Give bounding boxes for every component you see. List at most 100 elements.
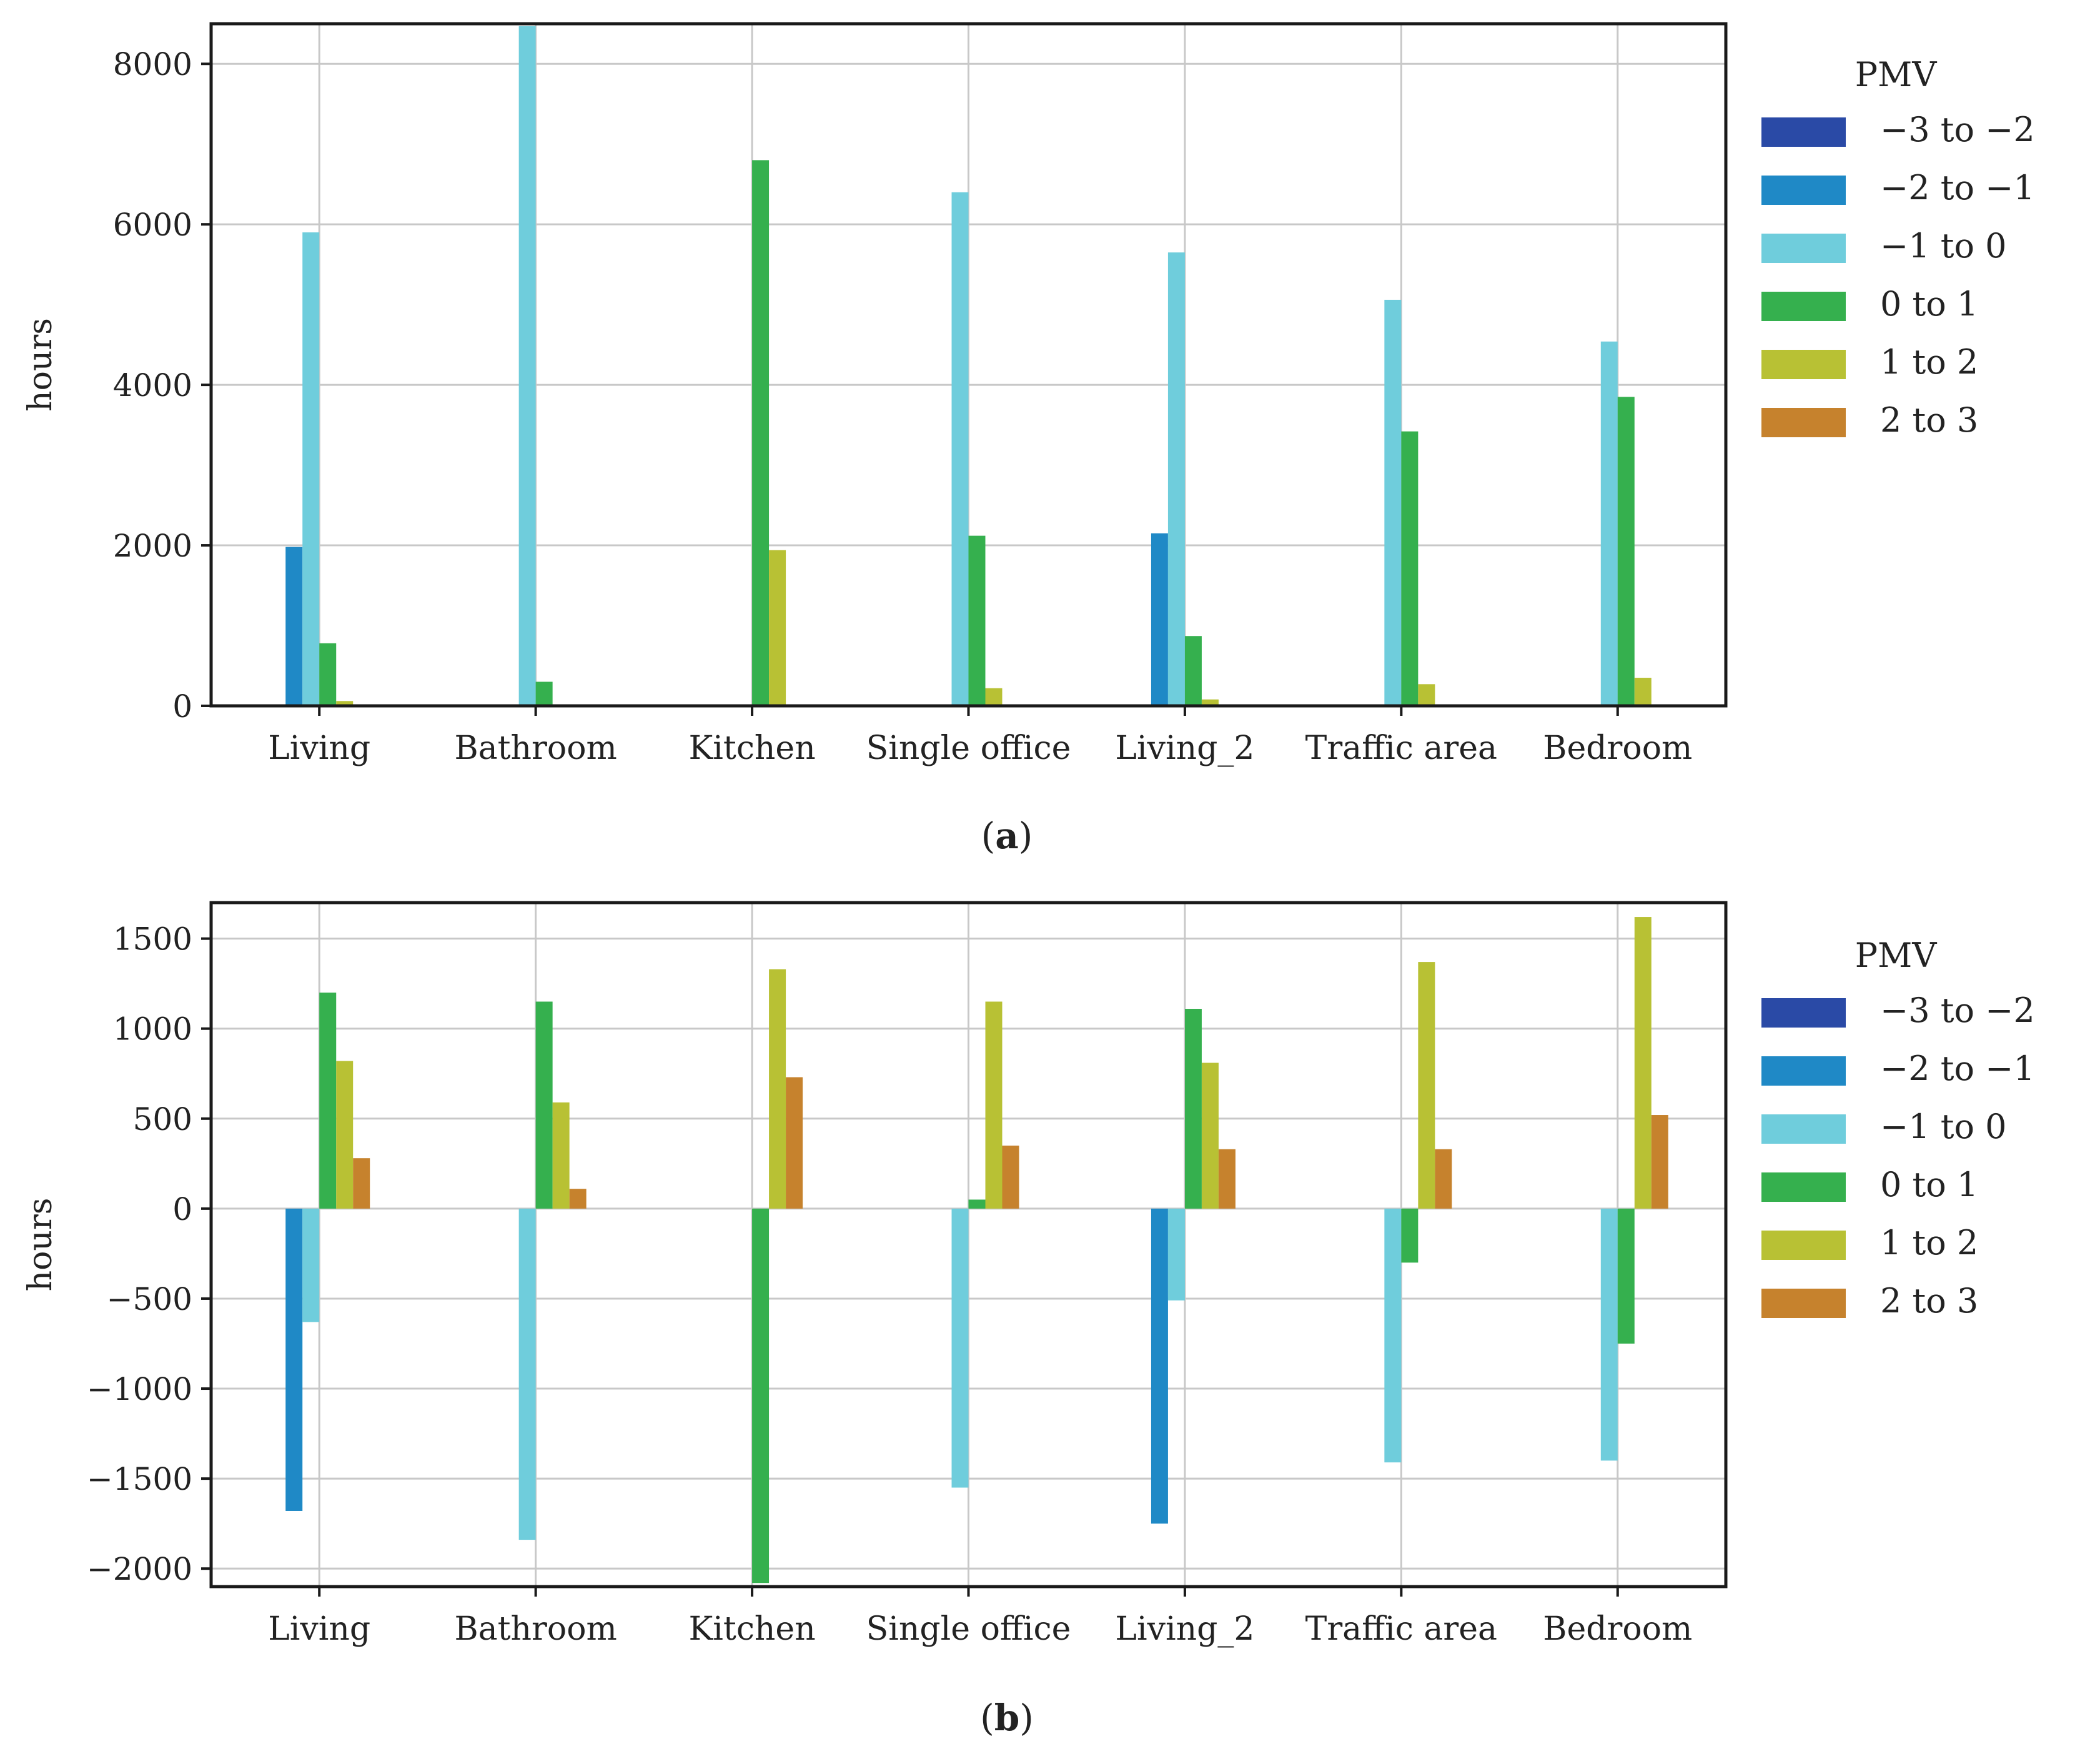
bar [1184, 636, 1202, 706]
bar [1634, 678, 1652, 706]
legend-swatch [1761, 1172, 1846, 1202]
bar [968, 1199, 986, 1209]
x-tick-label: Traffic area [1305, 730, 1497, 767]
x-tick-label: Living [268, 730, 370, 767]
legend-label: −1 to 0 [1880, 226, 2007, 265]
y-tick-label: 1500 [113, 921, 192, 958]
legend-swatch [1761, 292, 1846, 321]
y-tick-label: 2000 [113, 528, 192, 564]
bar [1384, 1208, 1402, 1463]
legend: PMV −3 to −2 −2 to −1 −1 to 0 0 to 1 1 to 2 2 … [1761, 936, 2035, 1321]
bar [1418, 962, 1435, 1209]
bar [1617, 1208, 1635, 1344]
y-tick-label: −1000 [87, 1371, 192, 1407]
bar [319, 993, 337, 1209]
bar [1401, 1208, 1419, 1263]
legend-swatch [1761, 176, 1846, 205]
chart-panel-a: 0 2000 4000 6000 8000 Living Bathroom Kitchen Si… [22, 22, 2035, 857]
bar [1435, 1149, 1452, 1209]
bar [319, 643, 337, 706]
y-tick-label: 0 [172, 1191, 192, 1227]
bar [302, 1208, 320, 1322]
bar [1151, 533, 1168, 706]
x-tick-label: Single office [866, 1610, 1071, 1648]
x-tick-label: Single office [866, 730, 1071, 767]
y-tick-label: −2000 [87, 1551, 192, 1587]
bar [1418, 684, 1435, 706]
y-tick-label: 6000 [113, 207, 192, 243]
panel-label-paren: ( [980, 1697, 994, 1739]
bar [985, 1001, 1003, 1209]
legend-swatch [1761, 1114, 1846, 1144]
legend-swatch [1761, 1289, 1846, 1318]
bar [769, 550, 786, 706]
bar [752, 1208, 770, 1583]
bar [951, 1208, 969, 1488]
panel-label-letter: a [995, 815, 1019, 857]
bar [518, 1208, 536, 1540]
y-tick-label: 1000 [113, 1011, 192, 1048]
legend-swatch [1761, 1231, 1846, 1260]
bar [518, 26, 536, 706]
bar [569, 1189, 587, 1209]
bar [535, 681, 553, 706]
panel-label-paren: ) [1019, 1697, 1034, 1739]
legend-title: PMV [1855, 936, 1938, 975]
legend-label: 1 to 2 [1880, 1223, 1978, 1262]
legend-swatch [1761, 998, 1846, 1028]
panel-label-paren: ) [1019, 815, 1033, 857]
legend-swatch [1761, 234, 1846, 263]
bar [1218, 1149, 1236, 1209]
bar [285, 1208, 303, 1511]
x-tick-label: Traffic area [1305, 1610, 1497, 1648]
x-tick-label: Living_2 [1115, 730, 1254, 767]
y-tick-label: −500 [107, 1281, 192, 1317]
bar [752, 160, 770, 706]
legend-label: −1 to 0 [1880, 1107, 2007, 1146]
y-tick-label: 8000 [113, 46, 192, 82]
bar [1384, 299, 1402, 706]
legend-label: 2 to 3 [1880, 1281, 1978, 1321]
bar [1600, 341, 1618, 706]
bar [285, 547, 303, 706]
legend-swatch [1761, 117, 1846, 147]
legend-swatch [1761, 408, 1846, 437]
bar [1201, 1063, 1219, 1209]
bar [769, 969, 786, 1209]
panel-label-letter: b [994, 1697, 1020, 1739]
bar [1617, 397, 1635, 706]
bar [1002, 1146, 1019, 1209]
y-tick-label: 0 [172, 688, 192, 725]
bar [535, 1001, 553, 1209]
x-tick-label: Bedroom [1543, 1610, 1692, 1648]
legend-label: −2 to −1 [1880, 1049, 2035, 1088]
legend-title: PMV [1855, 55, 1938, 94]
bar [1651, 1115, 1668, 1209]
legend-swatch [1761, 350, 1846, 379]
chart-panel-b: −2000 −1500 −1000 −500 0 500 1000 1500 Living Bat… [22, 901, 2035, 1739]
bar [1634, 917, 1652, 1209]
panel-label-paren: ( [981, 815, 996, 857]
bar [336, 701, 354, 706]
x-tick-label: Kitchen [688, 1610, 815, 1648]
bar [1600, 1208, 1618, 1461]
y-axis-label: hours [22, 1198, 59, 1292]
bar [552, 1102, 570, 1209]
x-tick-label: Living_2 [1115, 1610, 1254, 1648]
panel-label: (b) [980, 1697, 1034, 1739]
bar [1201, 699, 1219, 706]
legend-label: 2 to 3 [1880, 400, 1978, 440]
bar [1401, 431, 1419, 706]
legend-label: −2 to −1 [1880, 168, 2035, 207]
x-tick-label: Kitchen [688, 730, 815, 767]
bar [1184, 1009, 1202, 1209]
legend-label: 0 to 1 [1880, 1165, 1978, 1204]
bar [951, 192, 969, 706]
bar [336, 1061, 354, 1209]
legend-label: 0 to 1 [1880, 284, 1978, 324]
bar [985, 688, 1003, 706]
x-tick-label: Bathroom [454, 1610, 617, 1648]
panel-label: (a) [981, 815, 1033, 857]
y-axis-label: hours [22, 318, 59, 412]
